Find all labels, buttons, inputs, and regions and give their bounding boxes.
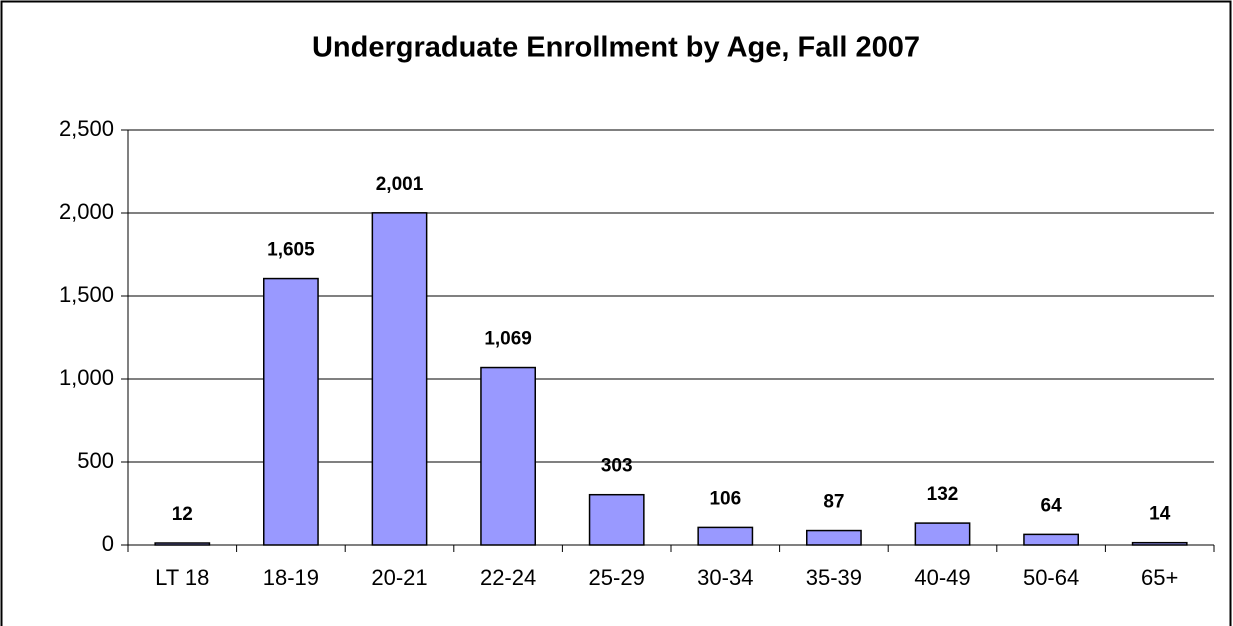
y-tick-label: 500 — [77, 448, 114, 473]
bar — [154, 542, 211, 546]
y-tick-label: 2,000 — [59, 199, 114, 224]
y-tick-label: 1,500 — [59, 282, 114, 307]
bar — [914, 522, 971, 546]
bar — [371, 212, 428, 546]
data-label: 2,001 — [376, 174, 424, 195]
data-label: 1,069 — [484, 329, 532, 350]
x-tick-label: 18-19 — [263, 565, 319, 590]
chart-title: Undergraduate Enrollment by Age, Fall 20… — [312, 32, 920, 64]
bar — [588, 493, 645, 546]
data-label: 1,605 — [267, 240, 315, 261]
x-tick-label: 35-39 — [806, 565, 862, 590]
bar — [806, 529, 862, 546]
x-tick-label: 40-49 — [914, 565, 970, 590]
bar — [480, 366, 537, 546]
x-tick-label: 50-64 — [1023, 565, 1079, 590]
x-tick-label: 30-34 — [697, 565, 753, 590]
data-label: 87 — [823, 492, 844, 513]
bar — [697, 526, 754, 546]
data-label: 132 — [927, 484, 959, 505]
x-tick-label: 20-21 — [371, 565, 427, 590]
y-tick-label: 0 — [102, 531, 114, 556]
x-tick-label: 65+ — [1141, 565, 1178, 590]
y-tick-label: 1,000 — [59, 365, 114, 390]
data-label: 12 — [172, 504, 193, 525]
data-label: 64 — [1041, 495, 1063, 516]
x-tick-label: 25-29 — [589, 565, 645, 590]
data-label: 303 — [601, 456, 633, 477]
x-tick-label: 22-24 — [480, 565, 536, 590]
bar — [1023, 533, 1080, 546]
bar — [263, 277, 319, 546]
y-tick-label: 2,500 — [59, 116, 114, 141]
bar — [1131, 541, 1188, 546]
x-tick-label: LT 18 — [155, 565, 209, 590]
data-label: 106 — [709, 488, 741, 509]
data-label: 14 — [1149, 504, 1171, 525]
